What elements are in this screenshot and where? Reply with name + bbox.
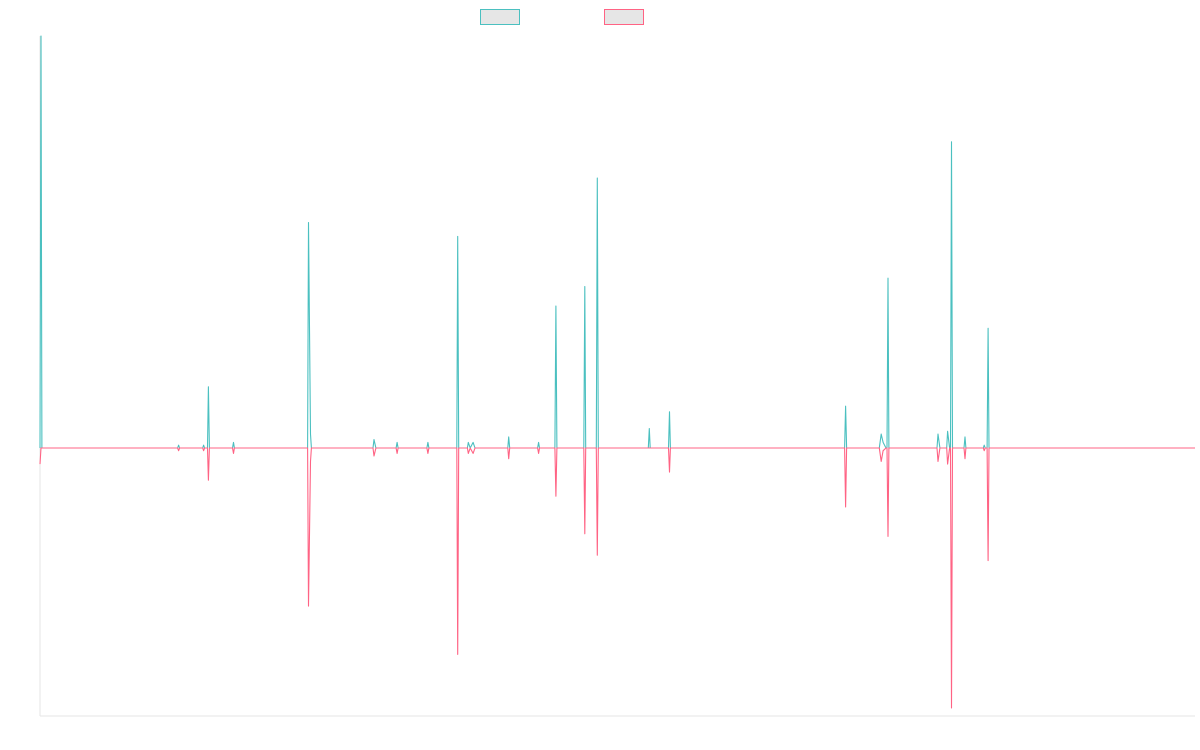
legend-swatch-2[interactable] — [604, 9, 644, 25]
series-line-1 — [39, 35, 1195, 449]
series-line-2 — [39, 447, 1195, 709]
legend-swatch-1[interactable] — [480, 9, 520, 25]
chart-axes — [39, 36, 1195, 717]
series-layer — [39, 35, 1195, 709]
